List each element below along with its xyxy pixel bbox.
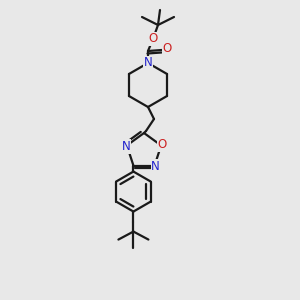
Text: N: N [151,160,160,173]
Text: O: O [162,43,172,56]
Text: O: O [148,32,158,46]
Text: O: O [158,138,167,151]
Text: N: N [122,140,130,153]
Text: N: N [144,56,152,70]
